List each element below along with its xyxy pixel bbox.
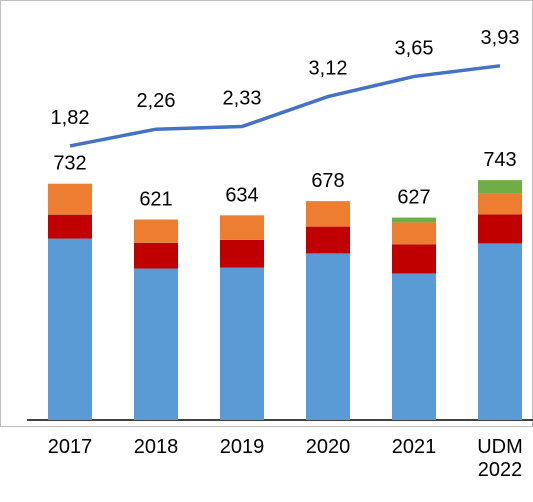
- bar-segment: [478, 243, 522, 420]
- bar-segment: [220, 239, 264, 268]
- bar-segment: [220, 267, 264, 420]
- x-tick-label: 2021: [391, 436, 437, 458]
- bar-segment: [134, 242, 178, 269]
- bar-segment: [134, 268, 178, 420]
- x-tick-label: 2019: [219, 436, 265, 458]
- bar-segment: [306, 253, 350, 420]
- bar-segment: [478, 193, 522, 215]
- x-tick-label: 2017: [47, 436, 93, 458]
- bar-segment: [306, 201, 350, 227]
- x-tick-label: UDM 2022: [477, 436, 523, 481]
- line-value-label: 2,33: [223, 88, 262, 110]
- bar-segment: [478, 214, 522, 244]
- line-value-label: 1,82: [51, 107, 90, 129]
- bar-segment: [392, 217, 436, 223]
- total-label: 634: [225, 184, 258, 206]
- line-value-label: 3,93: [481, 27, 520, 49]
- line-value-label: 3,65: [395, 37, 434, 59]
- bar-segment: [220, 215, 264, 240]
- bar-segment: [392, 222, 436, 245]
- bar-segment: [306, 226, 350, 254]
- line-value-label: 3,12: [309, 58, 348, 80]
- bar-segment: [392, 273, 436, 420]
- total-label: 743: [483, 149, 516, 171]
- bar-segment: [134, 219, 178, 243]
- line-value-label: 2,26: [137, 90, 176, 112]
- bar-segment: [48, 214, 92, 239]
- total-label: 621: [139, 189, 172, 211]
- total-label: 678: [311, 170, 344, 192]
- bar-segment: [48, 183, 92, 215]
- total-label: 732: [53, 153, 86, 175]
- x-tick-label: 2018: [133, 436, 179, 458]
- line-series: [69, 64, 501, 148]
- bar-segment: [48, 238, 92, 420]
- x-tick-label: 2020: [305, 436, 351, 458]
- bar-segment: [392, 244, 436, 274]
- bar-segment: [478, 180, 522, 194]
- total-label: 627: [397, 187, 430, 209]
